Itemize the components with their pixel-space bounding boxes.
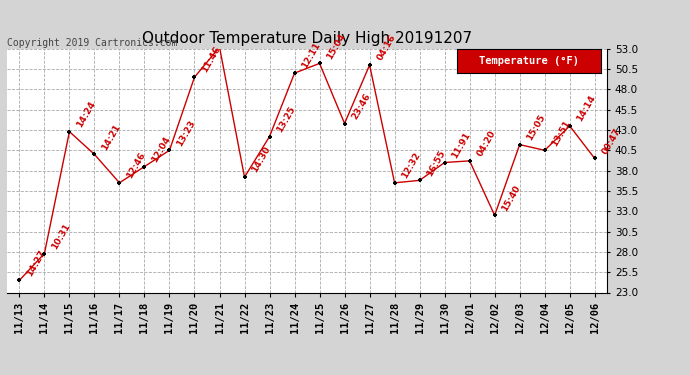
Point: [514, 142, 525, 148]
Point: [464, 158, 475, 164]
Point: [364, 62, 375, 68]
Text: 13:25: 13:25: [275, 104, 297, 134]
Point: [39, 251, 50, 257]
Text: Copyright 2019 Cartronics.com: Copyright 2019 Cartronics.com: [7, 38, 177, 48]
Point: [189, 74, 200, 80]
Text: 13:51: 13:51: [550, 118, 572, 147]
Point: [14, 278, 25, 284]
Point: [314, 60, 325, 66]
Point: [89, 152, 100, 157]
Text: 14:30: 14:30: [250, 145, 272, 174]
Point: [139, 164, 150, 170]
Text: 15:40: 15:40: [500, 183, 522, 213]
Text: 13:08: 13:08: [0, 374, 1, 375]
Point: [414, 177, 425, 183]
Point: [539, 147, 550, 153]
Text: 12:04: 12:04: [150, 135, 172, 164]
Point: [214, 44, 225, 50]
Point: [564, 123, 575, 129]
Text: 11:91: 11:91: [450, 130, 473, 160]
Point: [589, 155, 600, 161]
Text: 16:55: 16:55: [425, 148, 447, 178]
Text: 12:11: 12:11: [300, 41, 322, 70]
Text: 15:04: 15:04: [325, 31, 347, 61]
Text: 10:31: 10:31: [50, 222, 72, 251]
Text: 11:46: 11:46: [200, 45, 222, 74]
Text: 23:46: 23:46: [350, 92, 373, 121]
Point: [339, 120, 350, 126]
Text: 14:27: 14:27: [25, 248, 47, 278]
Point: [389, 180, 400, 186]
Text: 14:14: 14:14: [575, 94, 598, 123]
Point: [114, 180, 125, 186]
Text: 13:23: 13:23: [175, 118, 197, 147]
Text: 04:20: 04:20: [475, 129, 497, 158]
Point: [264, 134, 275, 140]
Point: [289, 70, 300, 76]
Point: [64, 129, 75, 135]
Point: [239, 174, 250, 180]
Title: Outdoor Temperature Daily High 20191207: Outdoor Temperature Daily High 20191207: [142, 31, 472, 46]
Text: 12:46: 12:46: [125, 151, 147, 180]
Text: 12:32: 12:32: [400, 151, 422, 180]
Point: [439, 159, 450, 165]
Text: 15:05: 15:05: [525, 112, 547, 142]
Text: 04:16: 04:16: [375, 33, 397, 62]
Text: 00:47: 00:47: [600, 126, 622, 156]
Text: 14:21: 14:21: [100, 122, 122, 152]
Point: [164, 147, 175, 153]
Text: 14:24: 14:24: [75, 99, 97, 129]
Point: [489, 212, 500, 218]
